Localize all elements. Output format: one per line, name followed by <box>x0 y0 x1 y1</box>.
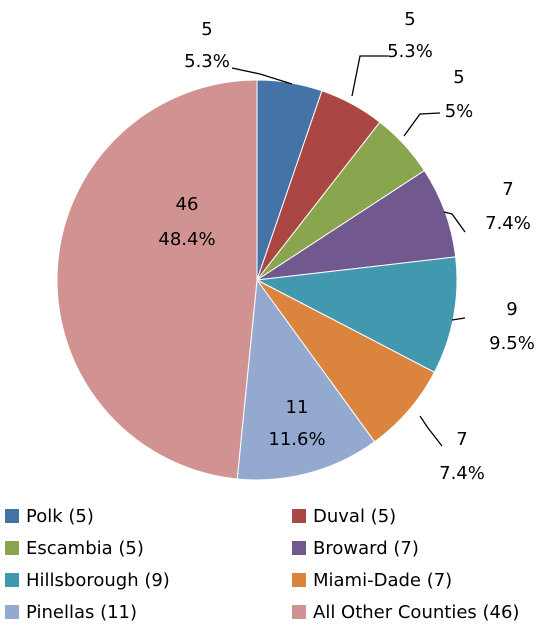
legend-label: Polk (5) <box>26 506 94 527</box>
data-label: 5.3% <box>387 41 433 62</box>
legend-label: Escambia (5) <box>26 538 144 559</box>
legend-swatch <box>5 605 19 619</box>
legend-label: Duval (5) <box>313 506 396 527</box>
data-label: 7 <box>502 179 513 200</box>
legend-label: Pinellas (11) <box>26 602 137 623</box>
data-label: 46 <box>176 194 199 215</box>
legend-swatch <box>5 573 19 587</box>
data-label: 5.3% <box>184 51 230 72</box>
legend-label: All Other Counties (46) <box>313 602 519 623</box>
legend-label: Broward (7) <box>313 538 419 559</box>
legend-swatch <box>292 509 306 523</box>
legend-label: Miami-Dade (7) <box>313 570 452 591</box>
leader-line <box>231 67 293 85</box>
leader-line <box>403 112 441 137</box>
data-label: 5 <box>404 9 415 30</box>
data-label: 7.4% <box>439 463 485 484</box>
leader-line <box>419 415 443 447</box>
legend-swatch <box>292 605 306 619</box>
data-label: 5% <box>445 101 474 122</box>
leader-line <box>451 317 466 321</box>
pie-slice <box>56 79 258 480</box>
leader-line <box>351 55 388 97</box>
leader-line <box>443 211 466 233</box>
data-label: 7 <box>456 429 467 450</box>
pie-slice <box>255 256 458 373</box>
data-label: 48.4% <box>158 229 215 250</box>
data-label: 5 <box>453 67 464 88</box>
legend-label: Hillsborough (9) <box>26 570 170 591</box>
legend-swatch <box>292 541 306 555</box>
data-label: 11 <box>286 397 309 418</box>
data-label: 9 <box>506 299 517 320</box>
legend-swatch <box>292 573 306 587</box>
data-label: 9.5% <box>489 333 535 354</box>
data-label: 5 <box>201 19 212 40</box>
legend-swatch <box>5 541 19 555</box>
pie-slice <box>236 278 376 481</box>
data-label: 11.6% <box>268 429 325 450</box>
legend-swatch <box>5 509 19 523</box>
data-label: 7.4% <box>485 213 531 234</box>
